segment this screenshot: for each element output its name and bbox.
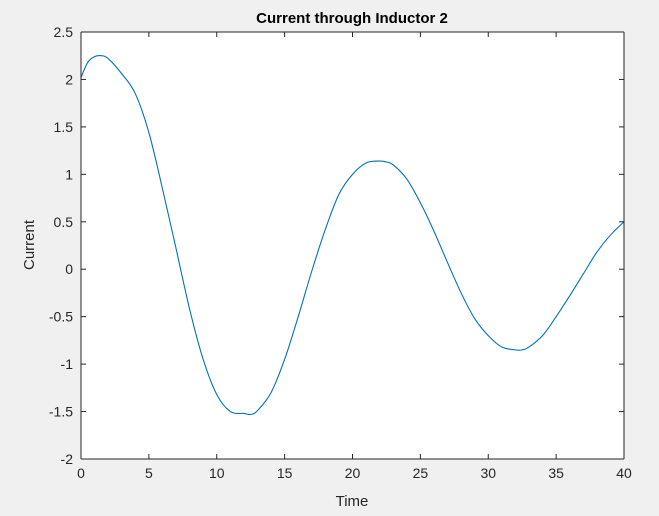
y-tick-label: 0.5 [54,214,74,230]
y-tick-label: 1 [65,166,73,182]
y-axis-label: Current [21,219,38,270]
x-tick-label: 5 [145,465,153,481]
y-tick-label: 2 [65,71,73,87]
plot-area [81,32,624,459]
series-line-1 [80,55,625,416]
y-tick-label: -1.5 [49,404,73,420]
x-tick-label: 20 [345,465,361,481]
series-layer [80,55,625,416]
chart-title: Current through Inductor 2 [256,10,448,27]
x-tick-label: 15 [277,465,293,481]
x-tick-label: 10 [209,465,225,481]
x-tick-label: 0 [77,465,85,481]
y-tick-label: 0 [65,261,73,277]
x-axis-label: Time [336,493,369,510]
y-tick-label: 2.5 [54,24,74,40]
x-tick-label: 40 [616,465,632,481]
x-tick-label: 35 [548,465,564,481]
x-tick-label: 25 [413,465,429,481]
x-tick-label: 30 [480,465,496,481]
y-tick-label: 1.5 [54,119,74,135]
ticks-layer: 0 5 10 15 20 25 30 35 40 -2 -1.5 -1 -0.5 0 0.5 1 1.5 2 2.5 [49,24,632,481]
y-tick-label: -0.5 [49,309,73,325]
y-tick-label: -1 [61,356,74,372]
y-tick-label: -2 [61,451,74,467]
